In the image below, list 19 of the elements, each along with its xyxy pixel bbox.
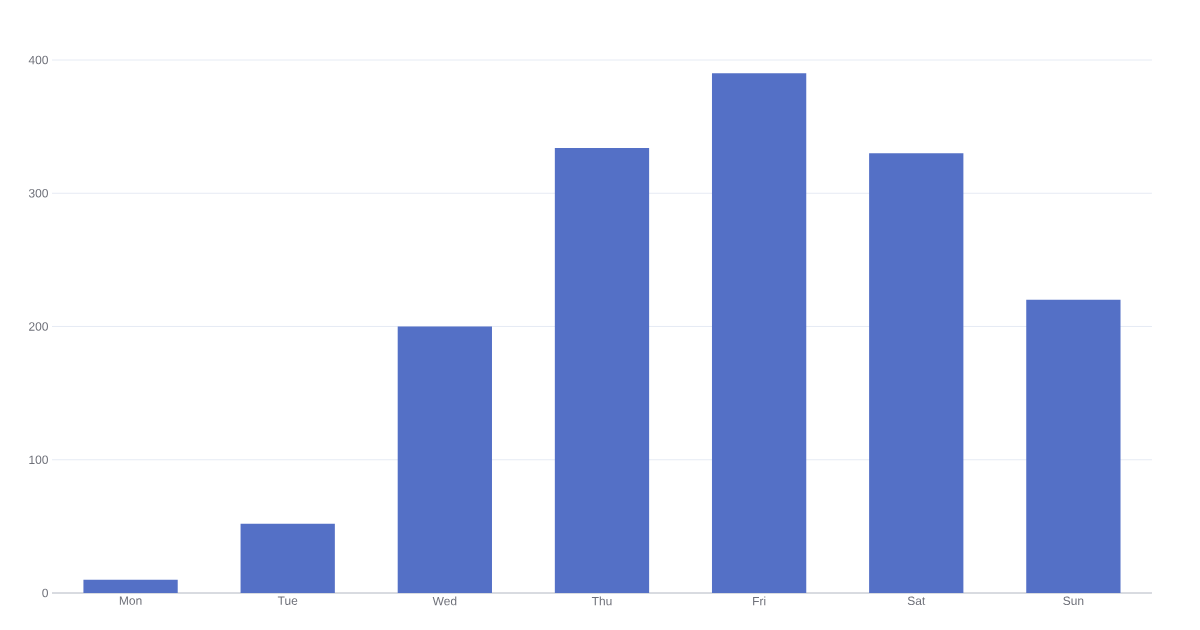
x-tick-label: Fri xyxy=(753,596,766,606)
bar xyxy=(1026,299,1121,593)
x-tick-label: Wed xyxy=(432,596,457,606)
y-tick-label: 200 xyxy=(29,322,48,331)
bar xyxy=(240,523,335,593)
y-tick-label: 0 xyxy=(42,588,49,598)
bar xyxy=(711,73,807,593)
y-tick-label: 100 xyxy=(29,455,48,464)
bar xyxy=(83,579,178,593)
x-tick-label: Sat xyxy=(907,596,926,606)
x-tick-label: Thu xyxy=(591,596,612,606)
bar xyxy=(397,326,492,593)
x-tick-label: Sun xyxy=(1063,596,1084,606)
y-tick-label: 400 xyxy=(28,55,48,65)
x-tick-label: Mon xyxy=(119,596,142,605)
x-tick-label: Tue xyxy=(277,596,298,605)
bar xyxy=(869,153,964,593)
bar xyxy=(554,147,650,593)
y-tick-label: 300 xyxy=(28,189,48,198)
